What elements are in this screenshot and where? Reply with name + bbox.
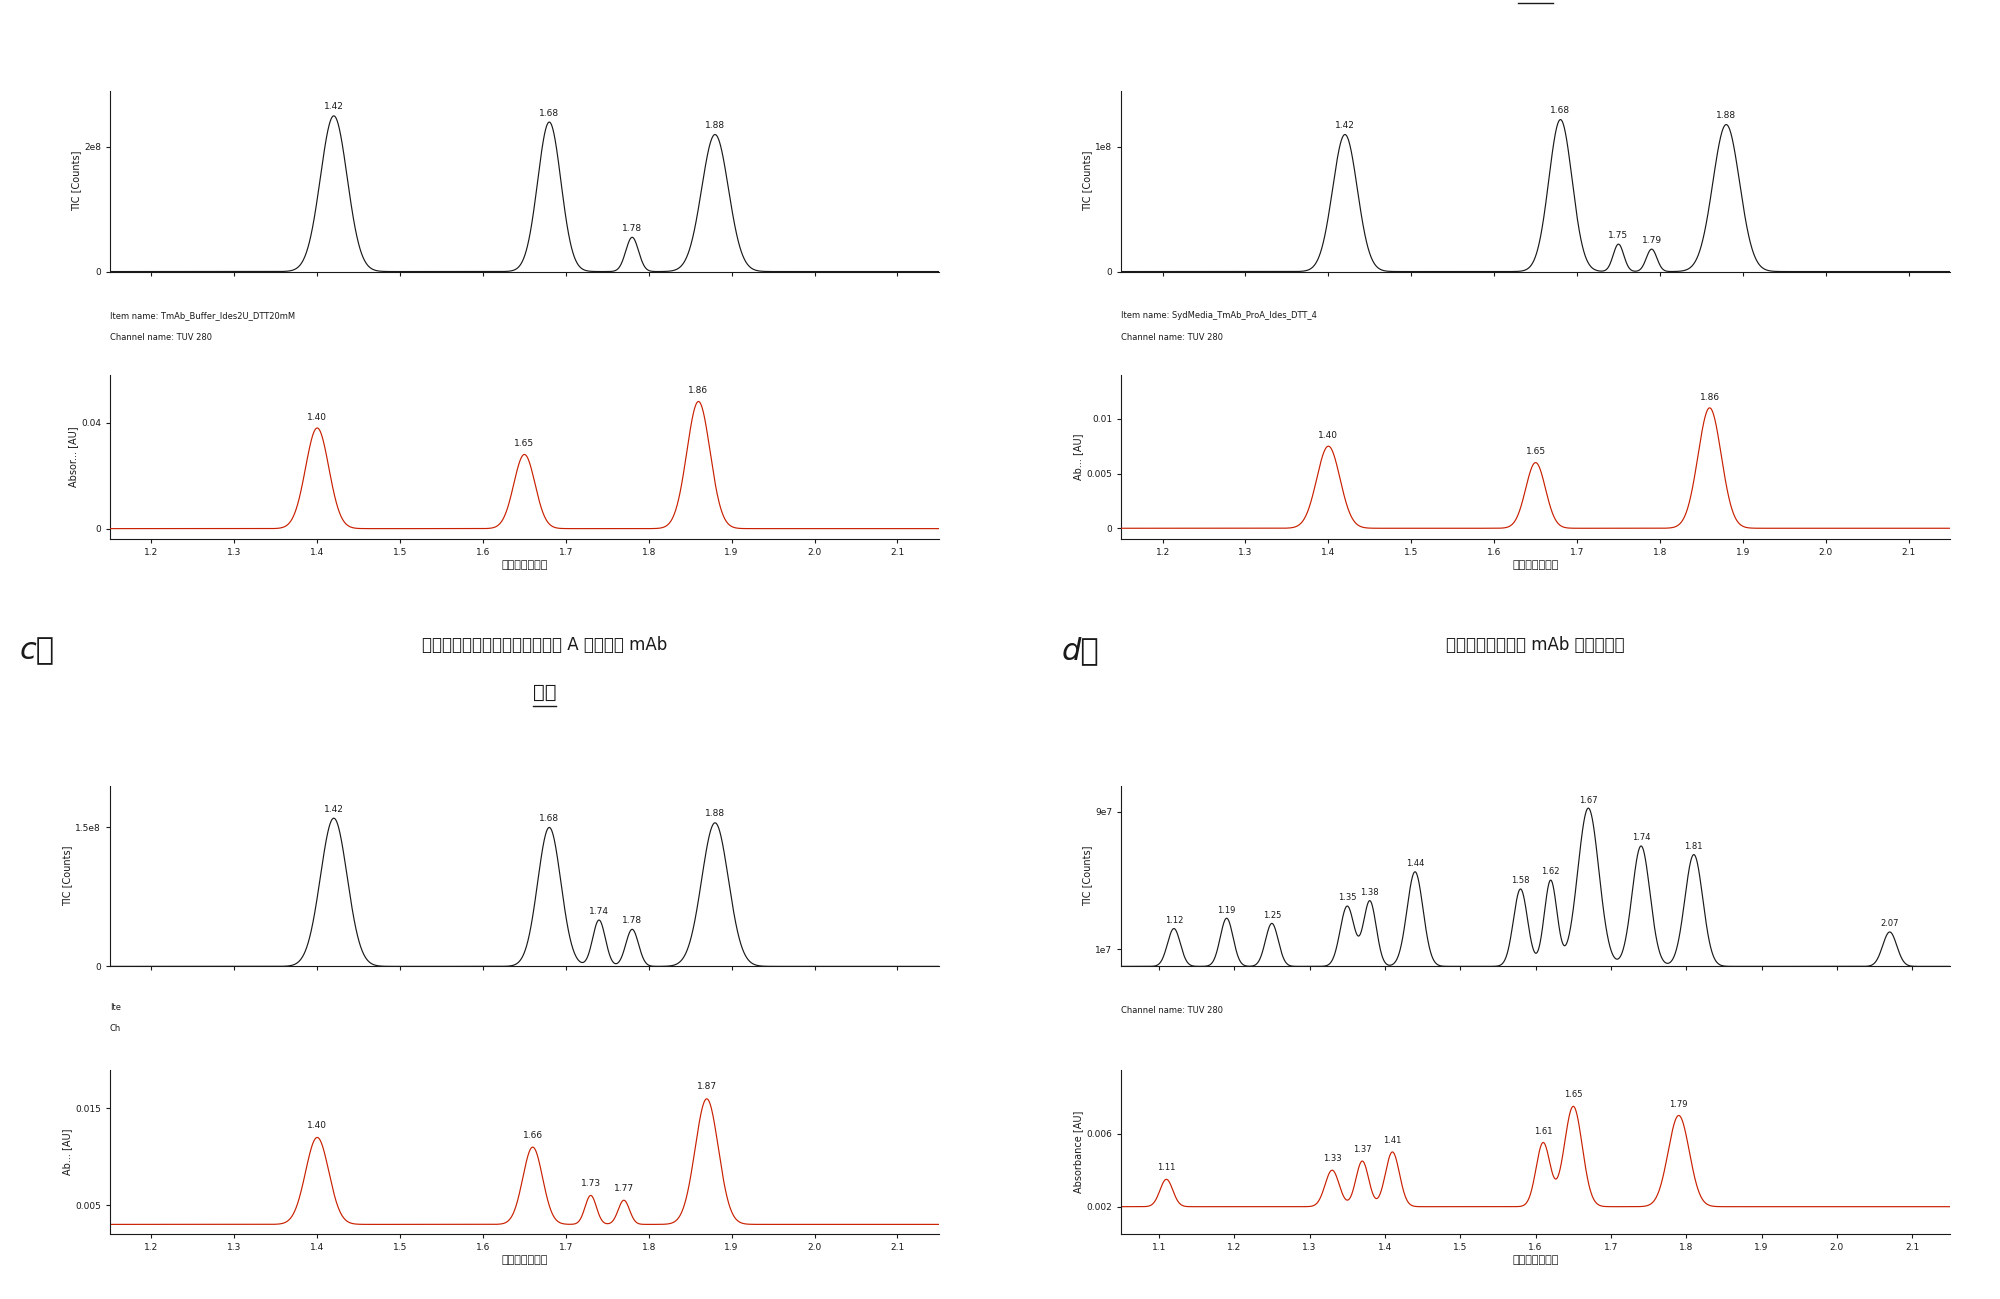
Text: 1.88: 1.88 xyxy=(704,809,726,818)
Text: 1.67: 1.67 xyxy=(1580,795,1598,804)
Text: Item name: SydMedia_TmAb_ProA_Ides_DTT_4: Item name: SydMedia_TmAb_ProA_Ides_DTT_4 xyxy=(1122,312,1318,321)
Text: Item name: TmAb_Buffer_Ides2U_DTT20mM: Item name: TmAb_Buffer_Ides2U_DTT20mM xyxy=(110,312,296,321)
Text: 1.65: 1.65 xyxy=(1564,1090,1582,1099)
Text: 自動: 自動 xyxy=(532,683,556,703)
Text: 1.68: 1.68 xyxy=(540,109,560,117)
Text: 1.61: 1.61 xyxy=(1534,1126,1552,1135)
Y-axis label: TIC [Counts]: TIC [Counts] xyxy=(1082,151,1092,212)
Y-axis label: Absor... [AU]: Absor... [AU] xyxy=(68,427,78,487)
Y-axis label: Absorbance [AU]: Absorbance [AU] xyxy=(1074,1111,1084,1194)
Text: 1.68: 1.68 xyxy=(540,814,560,824)
Text: 1.40: 1.40 xyxy=(308,1121,328,1130)
Text: 1.75: 1.75 xyxy=(1608,231,1628,239)
Text: 1.40: 1.40 xyxy=(308,413,328,422)
Text: 1.81: 1.81 xyxy=(1684,842,1704,851)
Text: 1.35: 1.35 xyxy=(1338,894,1356,903)
Text: 1.79: 1.79 xyxy=(1642,235,1662,244)
Text: 1.79: 1.79 xyxy=(1670,1099,1688,1108)
Text: 1.11: 1.11 xyxy=(1158,1164,1176,1173)
Y-axis label: Ab... [AU]: Ab... [AU] xyxy=(62,1129,72,1176)
Text: Ite: Ite xyxy=(110,1003,120,1012)
Text: 1.25: 1.25 xyxy=(1262,911,1282,920)
Y-axis label: TIC [Counts]: TIC [Counts] xyxy=(72,151,82,212)
Text: Channel name: TUV 280: Channel name: TUV 280 xyxy=(1122,1007,1224,1015)
Text: 1.19: 1.19 xyxy=(1218,905,1236,914)
Text: 1.73: 1.73 xyxy=(580,1179,600,1189)
Text: 1.38: 1.38 xyxy=(1360,889,1380,898)
Text: 1.77: 1.77 xyxy=(614,1183,634,1192)
Text: 1.78: 1.78 xyxy=(622,223,642,233)
Text: 1.78: 1.78 xyxy=(622,916,642,925)
Text: 1.65: 1.65 xyxy=(1526,447,1546,456)
Y-axis label: TIC [Counts]: TIC [Counts] xyxy=(62,846,72,907)
Text: Ch: Ch xyxy=(110,1024,122,1033)
Text: 細胞培養培地からのプロテイン A 精製済み mAb: 細胞培養培地からのプロテイン A 精製済み mAb xyxy=(422,637,668,655)
Text: 1.86: 1.86 xyxy=(1700,392,1720,401)
Text: Channel name: TUV 280: Channel name: TUV 280 xyxy=(110,333,212,342)
Text: 1.66: 1.66 xyxy=(522,1130,542,1139)
Text: 1.62: 1.62 xyxy=(1542,868,1560,877)
Text: 1.44: 1.44 xyxy=(1406,859,1424,868)
Y-axis label: Ab... [AU]: Ab... [AU] xyxy=(1074,434,1084,481)
Text: 1.88: 1.88 xyxy=(1716,110,1736,120)
X-axis label: 保持時間（分）: 保持時間（分） xyxy=(1512,560,1558,570)
Text: 1.42: 1.42 xyxy=(1336,121,1354,130)
X-axis label: 保持時間（分）: 保持時間（分） xyxy=(502,1255,548,1265)
X-axis label: 保持時間（分）: 保持時間（分） xyxy=(1512,1255,1558,1265)
Text: 1.74: 1.74 xyxy=(1632,834,1650,842)
Text: 細胞培養培地中の mAb の直接分析: 細胞培養培地中の mAb の直接分析 xyxy=(1446,637,1624,655)
Text: 1.42: 1.42 xyxy=(324,103,344,112)
Text: 1.74: 1.74 xyxy=(590,907,610,916)
Y-axis label: TIC [Counts]: TIC [Counts] xyxy=(1082,846,1092,907)
Text: 1.40: 1.40 xyxy=(1318,431,1338,440)
Text: 1.37: 1.37 xyxy=(1352,1146,1372,1154)
Text: 1.33: 1.33 xyxy=(1322,1155,1342,1164)
Text: 1.12: 1.12 xyxy=(1164,916,1184,925)
Text: Channel name: TUV 280: Channel name: TUV 280 xyxy=(1122,333,1224,342)
X-axis label: 保持時間（分）: 保持時間（分） xyxy=(502,560,548,570)
Text: 1.42: 1.42 xyxy=(324,804,344,813)
Text: 1.88: 1.88 xyxy=(704,121,726,130)
Text: 1.68: 1.68 xyxy=(1550,107,1570,116)
Text: 1.65: 1.65 xyxy=(514,439,534,448)
Text: 1.41: 1.41 xyxy=(1384,1137,1402,1144)
Text: 1.86: 1.86 xyxy=(688,386,708,395)
Text: 2.07: 2.07 xyxy=(1880,920,1898,929)
Text: c）: c） xyxy=(20,637,56,665)
Text: 1.87: 1.87 xyxy=(696,1082,716,1091)
Text: 1.58: 1.58 xyxy=(1512,877,1530,886)
Text: d）: d） xyxy=(1062,637,1098,665)
